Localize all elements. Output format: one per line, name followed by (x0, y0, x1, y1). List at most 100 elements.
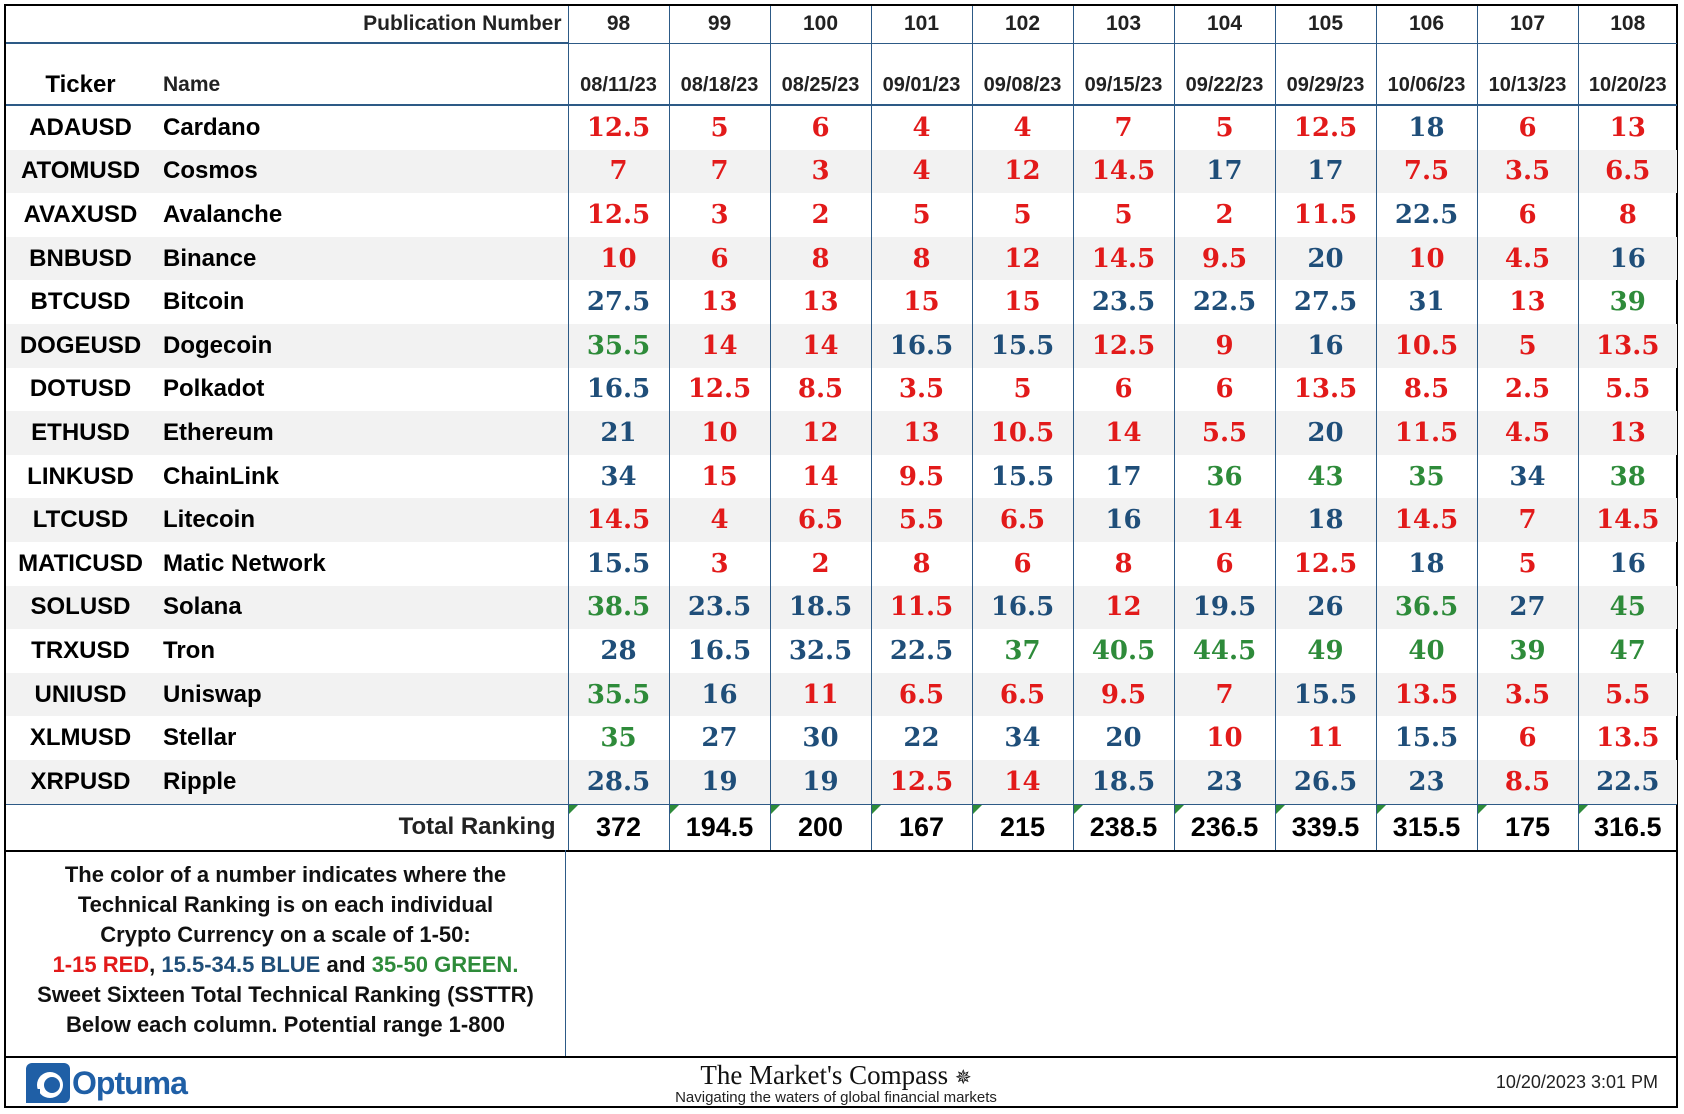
ranking-value: 27.5 (567, 280, 670, 324)
optuma-logo-text: Optuma (72, 1064, 188, 1101)
publication-number: 108 (1577, 6, 1678, 43)
ranking-value: 2.5 (1476, 367, 1579, 412)
ranking-value: 16 (1577, 236, 1678, 281)
brand-title: The Market's Compass ✵ (626, 1060, 1046, 1091)
ticker-cell: UNIUSD (6, 672, 155, 717)
ranking-value: 7 (1173, 672, 1276, 717)
ranking-value: 15 (668, 454, 771, 499)
ranking-value: 2 (1173, 193, 1276, 237)
ticker-cell: AVAXUSD (23, 200, 138, 228)
publication-number: 101 (870, 6, 973, 43)
total-ranking-value: 194.5 (668, 803, 771, 852)
ranking-value: 12 (971, 149, 1074, 194)
ranking-value: 12.5 (1072, 323, 1175, 368)
publication-number: 102 (971, 6, 1074, 43)
ticker-column-header: Ticker (6, 66, 155, 106)
ranking-value: 6 (1173, 367, 1276, 412)
ranking-value: 5 (1072, 193, 1175, 237)
publication-date: 09/01/23 (870, 66, 973, 106)
ranking-value: 18.5 (1072, 759, 1175, 804)
table-row: SOLUSD Solana 38.5 23.5 18.5 11.5 16.5 12 19.5 26… (6, 585, 1678, 630)
ranking-value: 10 (1173, 716, 1276, 760)
ranking-value: 16.5 (870, 323, 973, 368)
header-spacer (1476, 42, 1579, 66)
ranking-value: 16.5 (668, 629, 771, 673)
ranking-value: 22.5 (1577, 759, 1678, 804)
ranking-value: 11.5 (1375, 411, 1478, 455)
ranking-value: 12 (769, 411, 872, 455)
header-spacer (769, 42, 872, 66)
ranking-value: 19.5 (1173, 585, 1276, 630)
ranking-value: 23.5 (668, 585, 771, 630)
ranking-value: 34 (567, 454, 670, 499)
ranking-value: 4.5 (1476, 236, 1579, 281)
ticker-cell: XLMUSD (29, 724, 132, 752)
ranking-value: 8.5 (1476, 759, 1579, 804)
report-frame: Publication Number 98 99 100 101 102 103 104 105… (4, 4, 1678, 1108)
ranking-value: 40.5 (1072, 629, 1175, 673)
ranking-value: 13 (870, 411, 973, 455)
ranking-value: 6 (668, 236, 771, 281)
ranking-value: 19 (668, 759, 771, 804)
ranking-value: 2 (769, 541, 872, 586)
ranking-value: 47 (1577, 629, 1678, 673)
ranking-value: 22.5 (1375, 193, 1478, 237)
ranking-value: 6 (1476, 105, 1579, 150)
ranking-value: 36 (1173, 454, 1276, 499)
ranking-value: 16.5 (567, 367, 670, 412)
color-legend: The color of a number indicates where th… (6, 850, 566, 1056)
ranking-value: 18 (1375, 541, 1478, 586)
ranking-value: 9.5 (870, 454, 973, 499)
header-spacer (1072, 42, 1175, 66)
header-spacer (1274, 42, 1377, 66)
ranking-value: 7 (567, 149, 670, 194)
ranking-value: 15.5 (971, 454, 1074, 499)
name-cell: Solana (155, 585, 569, 630)
legend-blue-range: 15.5-34.5 BLUE (161, 952, 321, 977)
total-ranking-value: 315.5 (1375, 803, 1478, 852)
ranking-value: 5.5 (1577, 672, 1678, 717)
footer: Optuma The Market's Compass ✵ Navigating… (6, 1056, 1676, 1106)
ranking-value: 10.5 (1375, 323, 1478, 368)
publication-date: 10/13/23 (1476, 66, 1579, 106)
ranking-value: 3 (769, 149, 872, 194)
publication-date: 09/29/23 (1274, 66, 1377, 106)
ranking-value: 20 (1072, 716, 1175, 760)
table-row: BNBUSD Binance 10 6 8 8 12 14.5 9.5 20 10 4.5 16 (6, 236, 1678, 281)
header-spacer (1173, 42, 1276, 66)
name-cell: Dogecoin (155, 323, 569, 368)
ranking-value: 34 (1476, 454, 1579, 499)
ranking-value: 35 (567, 716, 670, 760)
ranking-value: 15.5 (1274, 672, 1377, 717)
header-spacer (1375, 42, 1478, 66)
table-row: TRXUSD Tron 28 16.5 32.5 22.5 37 40.5 44.5 49 40 39… (6, 629, 1678, 673)
ranking-value: 40 (1375, 629, 1478, 673)
total-ranking-value: 238.5 (1072, 803, 1175, 852)
name-cell: Stellar (163, 724, 237, 752)
publication-number: 99 (668, 6, 771, 43)
publication-date: 10/06/23 (1375, 66, 1478, 106)
ranking-value: 26.5 (1274, 759, 1377, 804)
ranking-value: 15 (971, 280, 1074, 324)
table-row: AVAXUSD Avalanche 12.5 3 2 5 5 5 2 11.5 22.5 6 8 (6, 193, 1678, 237)
ranking-value: 22 (870, 716, 973, 760)
ranking-value: 7.5 (1375, 149, 1478, 194)
ticker-cell: SOLUSD (6, 585, 155, 630)
ranking-value: 14 (1072, 411, 1175, 455)
name-cell: Matic Network (163, 549, 326, 577)
ranking-value: 20 (1274, 236, 1377, 281)
ranking-value: 14.5 (1072, 149, 1175, 194)
optuma-logo-icon (26, 1063, 70, 1103)
publication-number: 107 (1476, 6, 1579, 43)
timestamp: 10/20/2023 3:01 PM (1495, 1072, 1658, 1092)
table-row: LTCUSD Litecoin 14.5 4 6.5 5.5 6.5 16 14 18 14.5 7 1… (6, 498, 1678, 542)
ranking-value: 16 (1577, 541, 1678, 586)
ranking-value: 12.5 (567, 105, 670, 150)
ranking-value: 49 (1274, 629, 1377, 673)
ranking-value: 9 (1173, 323, 1276, 368)
ranking-value: 13.5 (1375, 672, 1478, 717)
ranking-value: 16.5 (971, 585, 1074, 630)
ranking-value: 14 (971, 759, 1074, 804)
ticker-cell: ADAUSD (29, 113, 132, 141)
date-row: Ticker Name 08/11/23 08/18/23 08/25/23 09/01/… (6, 66, 1678, 106)
